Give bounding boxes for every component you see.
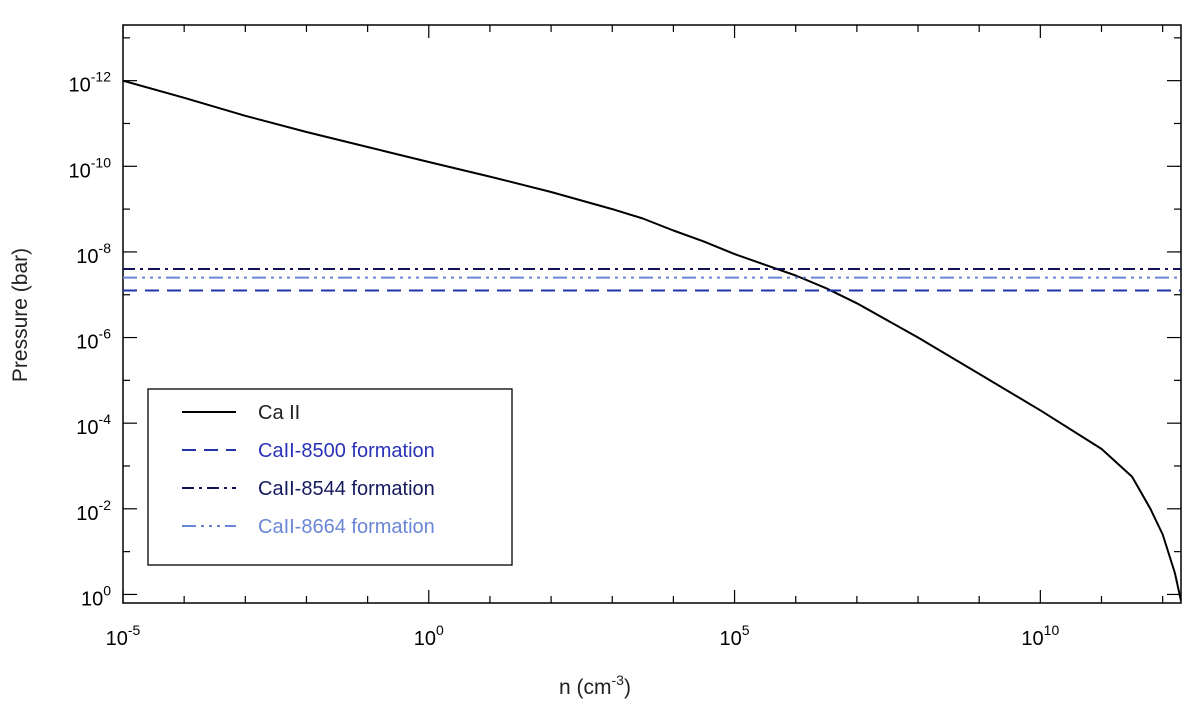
y-tick-label: 10-12 <box>69 69 112 97</box>
x-axis-title: n (cm-3) <box>559 672 631 699</box>
tick-marks <box>122 25 1181 603</box>
series-line-ca-ii <box>123 79 1181 602</box>
y-tick-labels: 10-12 10-10 10-8 10-6 10-4 10-2 100 <box>69 69 112 611</box>
y-axis-title: Pressure (bar) <box>9 248 32 382</box>
x-tick-label: 100 <box>414 622 444 650</box>
y-tick-label: 10-2 <box>76 497 111 525</box>
y-tick-label: 10-4 <box>76 411 111 439</box>
x-tick-label: 105 <box>720 622 750 650</box>
legend-label: CaII-8544 formation <box>258 478 435 500</box>
x-tick-label: 1010 <box>1021 622 1059 650</box>
x-tick-label: 10-5 <box>106 622 141 650</box>
legend-box <box>147 388 513 566</box>
y-tick-label: 10-8 <box>76 240 111 268</box>
y-tick-label: 10-6 <box>76 326 111 354</box>
legend-label: CaII-8664 formation <box>258 516 435 538</box>
legend-label: Ca II <box>258 402 300 424</box>
x-tick-labels: 10-5 100 105 1010 <box>106 622 1060 650</box>
legend: Ca II CaII-8500 formation CaII-8544 format… <box>147 388 513 566</box>
y-tick-label: 10-10 <box>69 154 112 182</box>
legend-label: CaII-8500 formation <box>258 440 435 462</box>
series-lines <box>123 79 1181 602</box>
y-tick-label: 100 <box>81 582 111 610</box>
